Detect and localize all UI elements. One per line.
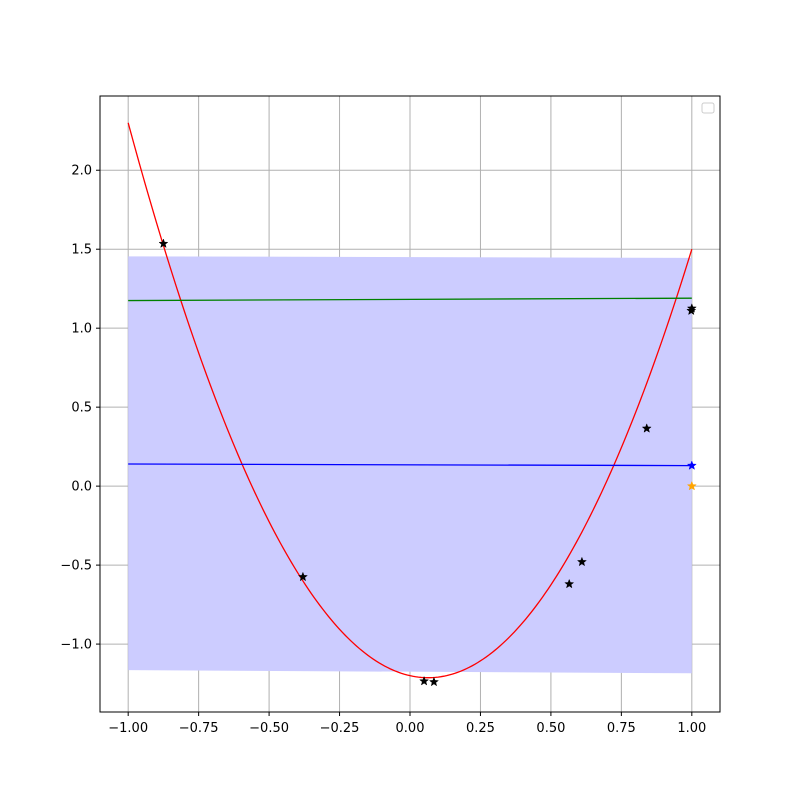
x-tick-label: −0.50 [249, 721, 289, 736]
x-tick-label: −0.75 [179, 721, 219, 736]
x-tick-label: 0.50 [536, 721, 565, 736]
star-marker [564, 578, 575, 589]
star-marker [419, 675, 430, 686]
x-tick-label: −1.00 [108, 721, 148, 736]
star-marker [428, 676, 440, 687]
series-line [128, 297, 692, 302]
legend-box [701, 102, 715, 114]
x-tick-label: 0.00 [396, 721, 425, 736]
star-marker [158, 238, 169, 248]
star-marker [686, 303, 697, 313]
x-tick-label: 1.00 [677, 721, 706, 736]
star-marker [641, 423, 652, 433]
series-line [128, 463, 692, 467]
star-marker [297, 571, 308, 582]
marker-layer [158, 238, 697, 687]
data-layer [127, 122, 693, 679]
star-marker [686, 460, 697, 470]
star-marker [686, 480, 697, 491]
y-tick-label: −0.5 [60, 559, 92, 574]
axis-ticks: −1.00 −0.75 −0.50 −0.25 0.00 0.25 0.50 0.75 1.00… [60, 164, 706, 736]
fitted-curve [127, 122, 693, 679]
y-tick-label: −1.0 [60, 638, 92, 653]
y-tick-label: 0.0 [71, 480, 92, 495]
x-tick-label: 0.75 [607, 721, 636, 736]
y-tick-label: 2.0 [71, 164, 92, 179]
x-tick-label: 0.25 [466, 721, 495, 736]
x-tick-label: −0.25 [320, 721, 360, 736]
y-tick-label: 1.5 [71, 243, 92, 258]
star-marker [576, 556, 587, 567]
y-tick-label: 0.5 [71, 401, 92, 416]
y-tick-label: 1.0 [71, 322, 92, 337]
